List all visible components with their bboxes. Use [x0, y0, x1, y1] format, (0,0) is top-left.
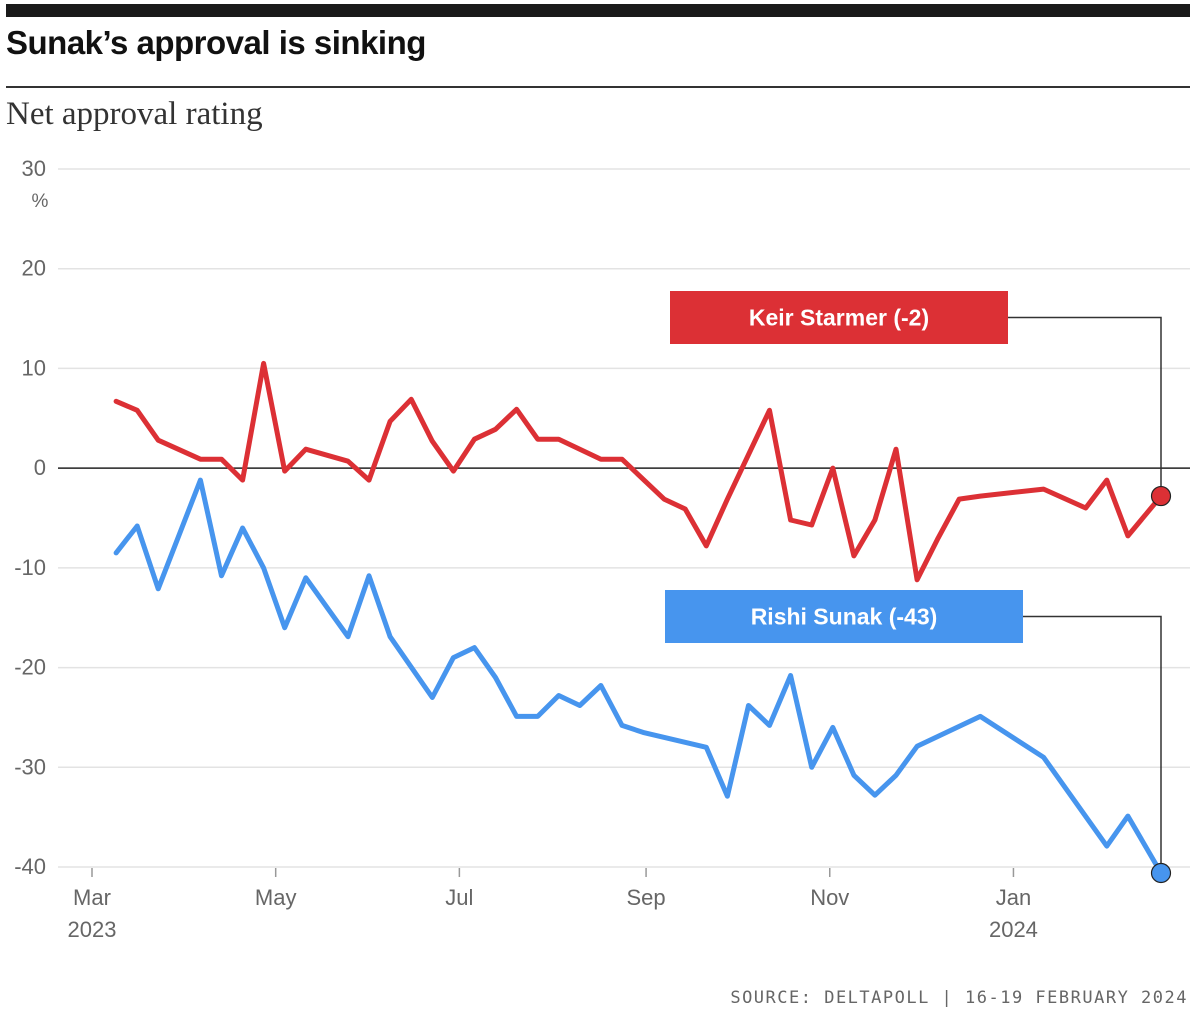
rishi-sunak-end-marker	[1150, 862, 1172, 884]
keir-starmer-leader-line	[1008, 316, 1162, 497]
keir-starmer-end-marker	[1150, 485, 1172, 507]
x-tick-year-label: 2024	[989, 917, 1038, 942]
axes: -40 -30 -20 -10 0 10 20 30% Mar 2023 May Jul Sep Nov J…	[14, 156, 1038, 942]
keir-starmer-line	[113, 360, 1164, 583]
x-tick-label: Jul	[445, 885, 473, 910]
y-tick-label: -40	[14, 854, 46, 879]
x-tick-label: May	[255, 885, 297, 910]
chart-title: Sunak’s approval is sinking	[6, 24, 426, 61]
gridlines	[58, 168, 1190, 868]
x-tick-label: Sep	[626, 885, 665, 910]
y-tick-label: 20	[22, 256, 46, 281]
y-tick-label: 10	[22, 355, 46, 380]
y-tick-label: 30	[22, 156, 46, 181]
rishi-sunak-leader-line	[1023, 615, 1162, 873]
keir-starmer-label: Keir Starmer (-2)	[749, 305, 929, 331]
keir-starmer-label-box	[670, 291, 1008, 344]
y-tick-label: -30	[14, 754, 46, 779]
rishi-sunak-label-box	[665, 590, 1023, 643]
top-bar	[6, 4, 1190, 17]
x-tick-label: Nov	[810, 885, 849, 910]
line-chart: -40 -30 -20 -10 0 10 20 30% Mar 2023 May Jul Sep Nov J…	[14, 156, 1190, 942]
chart-subtitle: Net approval rating	[6, 96, 263, 132]
x-tick-label: Mar	[73, 885, 111, 910]
title-rule	[6, 86, 1190, 88]
source-note: SOURCE: DELTAPOLL | 16-19 FEBRUARY 2024	[730, 988, 1188, 1008]
y-unit-label: %	[32, 191, 49, 212]
y-tick-label: -20	[14, 655, 46, 680]
y-tick-label: -10	[14, 555, 46, 580]
y-tick-label: 0	[34, 455, 46, 480]
series-lines	[113, 360, 1164, 876]
rishi-sunak-label: Rishi Sunak (-43)	[751, 604, 938, 630]
x-tick-label: Jan	[996, 885, 1031, 910]
series-labels: Keir Starmer (-2) Rishi Sunak (-43)	[665, 291, 1172, 884]
rishi-sunak-line	[113, 477, 1164, 876]
x-tick-year-label: 2023	[68, 917, 117, 942]
